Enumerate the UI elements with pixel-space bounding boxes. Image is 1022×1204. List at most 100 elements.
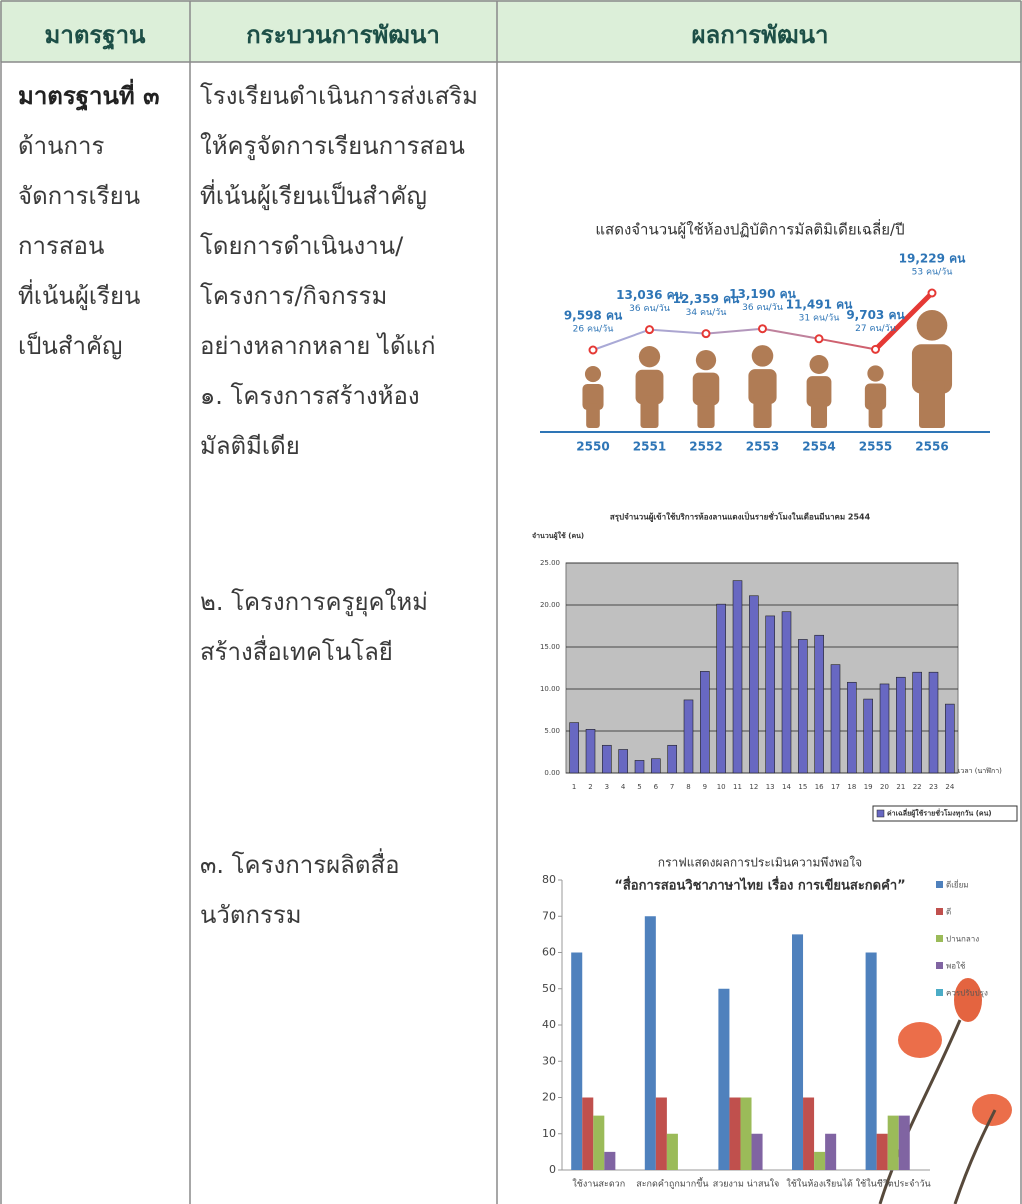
x-tick-label: 7	[670, 783, 674, 791]
y-tick-label: 5.00	[544, 727, 560, 735]
x-tick-label: 23	[929, 783, 938, 791]
bar	[729, 1097, 741, 1170]
y-tick-label: 15.00	[540, 643, 560, 651]
process-text: ให้ครูจัดการเรียนการสอน	[200, 132, 465, 161]
daily-value-label: 31 คน/วัน	[799, 313, 840, 323]
x-tick-label: 2554	[802, 440, 835, 454]
project-item: นวัตกรรม	[200, 901, 302, 929]
person-legs	[810, 398, 828, 428]
y-tick-label: 20	[542, 1091, 556, 1104]
bar	[879, 683, 890, 774]
x-tick-label: 12	[749, 783, 758, 791]
y-tick-label: 10	[542, 1127, 556, 1140]
legend-label: ควรปรับปรุง	[946, 989, 988, 998]
person-icon	[864, 365, 887, 428]
person-head	[638, 346, 661, 368]
x-tick-label: 17	[831, 783, 840, 791]
legend-swatch	[936, 881, 943, 888]
legend-label: ปานกลาง	[946, 935, 979, 944]
bar	[876, 1133, 888, 1170]
person-icon	[582, 366, 604, 428]
process-text: โรงเรียนดำเนินการส่งเสริม	[200, 82, 478, 110]
standard-text: ที่เน้นผู้เรียน	[18, 279, 140, 311]
bar	[803, 1097, 815, 1170]
line-segment	[592, 328, 650, 351]
chart-subtitle: “สื่อการสอนวิชาภาษาไทย เรื่อง การเขียนสะ…	[614, 876, 905, 894]
value-label: 13,190 คน	[729, 287, 797, 301]
x-tick-label: สะกดคำถูกมากขึ้น	[636, 1177, 708, 1190]
legend-label: พอใช้	[946, 962, 966, 971]
x-tick-label: 1	[572, 783, 576, 791]
process-text: โครงการ/กิจกรรม	[200, 282, 387, 310]
bar	[740, 1097, 752, 1170]
data-point	[814, 334, 824, 344]
bar	[569, 722, 579, 774]
x-tick-label: 20	[880, 783, 889, 791]
standard-text: เป็นสำคัญ	[18, 331, 122, 360]
data-point	[701, 329, 711, 339]
x-tick-label: 2	[588, 783, 592, 791]
bar	[863, 698, 873, 774]
bar	[634, 760, 645, 774]
x-tick-label: 10	[717, 783, 726, 791]
bar	[582, 1097, 594, 1170]
line-segment	[873, 291, 934, 352]
bar	[700, 671, 710, 774]
bar	[751, 1133, 763, 1170]
header-background	[0, 0, 1022, 62]
y-tick-label: 0.00	[544, 769, 560, 777]
y-axis-label: จำนวนผู้ใช้ (คน)	[532, 531, 584, 541]
bar	[683, 699, 694, 774]
y-tick-label: 30	[542, 1054, 556, 1067]
bar	[602, 744, 612, 774]
person-legs	[697, 396, 715, 428]
person-icon	[635, 346, 664, 428]
bar	[749, 595, 759, 774]
value-label: 11,491 คน	[786, 297, 854, 311]
daily-value-label: 34 คน/วัน	[686, 308, 727, 318]
person-body	[582, 383, 604, 411]
bar	[585, 729, 596, 774]
data-point	[758, 324, 767, 334]
line-segment	[649, 328, 707, 335]
x-tick-label: สวยงาม น่าสนใจ	[713, 1179, 780, 1190]
chart-title: สรุปจำนวนผู้เข้าใช้บริการห้องลานแดงเป็นร…	[610, 511, 871, 523]
x-tick-label: 14	[782, 783, 791, 791]
bar	[666, 1133, 678, 1170]
x-tick-label: 18	[847, 783, 856, 791]
person-legs	[586, 403, 600, 428]
person-icon	[692, 349, 720, 428]
bar	[716, 603, 726, 774]
legend-box	[872, 805, 1018, 822]
project-item: มัลติมีเดีย	[200, 432, 300, 460]
y-tick-label: 10.00	[540, 685, 560, 693]
legend-label: ดี	[946, 908, 951, 917]
x-tick-label: 11	[733, 783, 742, 791]
daily-value-label: 27 คน/วัน	[855, 324, 896, 334]
y-tick-label: 70	[542, 909, 556, 922]
bar	[825, 1133, 837, 1170]
x-tick-label: 2553	[746, 440, 779, 454]
column-header: ผลการพัฒนา	[691, 21, 828, 49]
legend-label: ค่าเฉลี่ยผู้ใช้รายชั่วโมงทุกวัน (คน)	[887, 808, 992, 819]
value-label: 13,036 คน	[616, 288, 684, 302]
value-label: 9,703 คน	[846, 308, 905, 322]
y-tick-label: 60	[542, 946, 556, 959]
person-icon	[806, 354, 832, 428]
x-tick-label: 8	[686, 783, 690, 791]
standard-text: จัดการเรียน	[18, 182, 140, 210]
bar	[644, 916, 656, 1170]
x-tick-label: 9	[703, 783, 707, 791]
x-tick-label: 16	[815, 783, 824, 791]
bar	[896, 676, 906, 774]
daily-value-label: 36 คน/วัน	[742, 303, 783, 313]
bar	[898, 1115, 910, 1170]
bar	[604, 1151, 616, 1170]
bar	[814, 634, 824, 774]
line-segment	[762, 327, 820, 340]
line-segment	[705, 327, 763, 335]
legend-swatch	[936, 908, 943, 915]
person-head	[916, 310, 948, 341]
x-tick-label: 21	[896, 783, 905, 791]
